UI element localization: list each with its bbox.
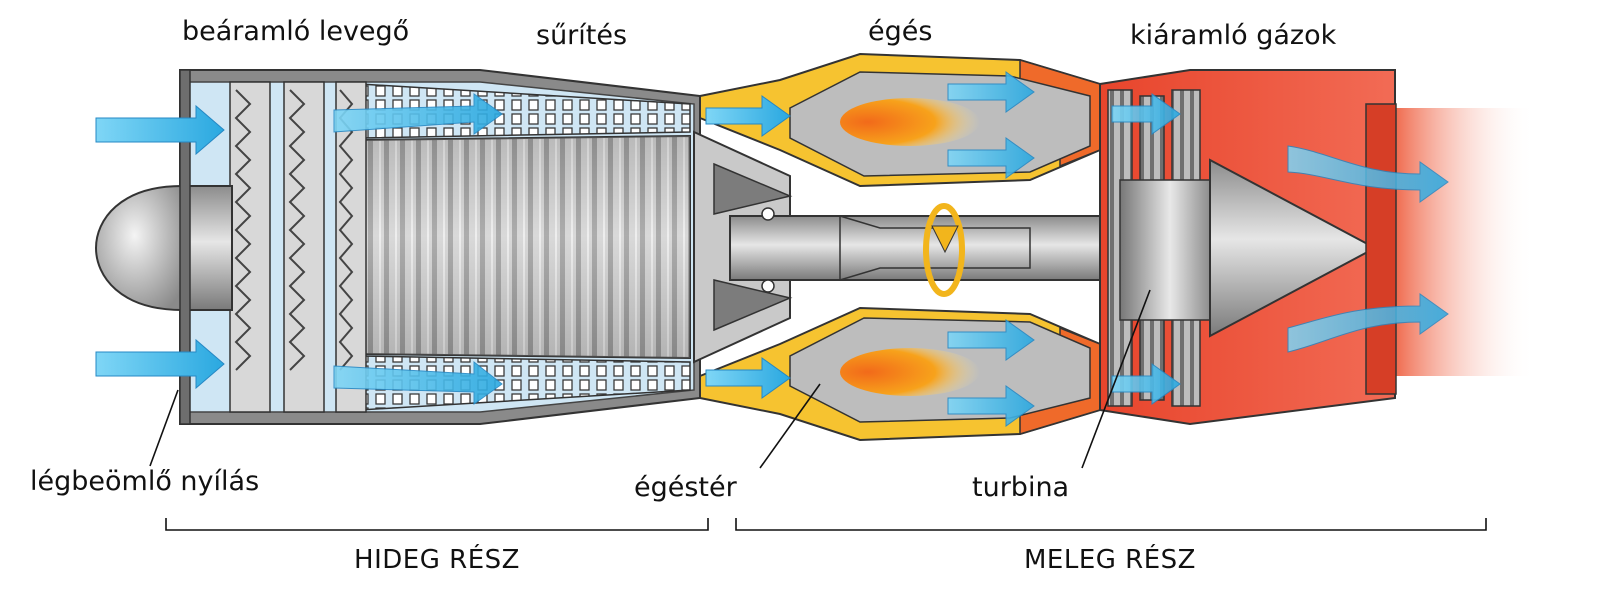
rotation-arrow-icon	[923, 203, 965, 297]
label-compression: sűrítés	[536, 20, 627, 51]
flow-arrow-compressor-top	[333, 93, 503, 135]
exhaust-cone	[1209, 158, 1378, 338]
flame-bottom	[840, 348, 980, 396]
flow-arrow-turbine-top	[1111, 93, 1181, 135]
flow-arrow-intake-top	[95, 104, 225, 156]
flow-arrow-intake-bottom	[95, 338, 225, 390]
label-combustion-chamber: égéstér	[634, 472, 738, 503]
fan-stages	[229, 81, 367, 413]
flow-arrow-diffuser-bottom	[705, 357, 791, 399]
label-turbine: turbina	[972, 472, 1069, 503]
label-cold-section: HIDEG RÉSZ	[354, 543, 520, 575]
label-air-intake: légbeömlő nyílás	[30, 466, 259, 497]
flow-arrow-exhaust-top	[1287, 145, 1449, 203]
bracket-hot-section	[735, 518, 1487, 531]
nozzle-lip	[1365, 103, 1397, 395]
flow-arrow-combustion-1	[947, 71, 1035, 113]
intake-lip	[179, 69, 191, 425]
label-hot-section: MELEG RÉSZ	[1024, 543, 1196, 575]
label-combustion: égés	[868, 16, 932, 47]
label-exhaust-gases: kiáramló gázok	[1130, 20, 1337, 51]
leader-turbine	[1081, 289, 1151, 469]
flow-arrow-compressor-bottom	[333, 360, 503, 405]
leader-combustion-chamber	[759, 383, 821, 469]
flow-arrow-combustion-4	[947, 385, 1035, 427]
flow-arrow-combustion-2	[947, 137, 1035, 179]
leader-air-intake	[149, 389, 179, 467]
flame-top	[840, 98, 980, 146]
compressor-drum-shade	[360, 136, 690, 358]
engine-body	[94, 52, 1535, 442]
bracket-cold-section	[165, 518, 709, 531]
flow-arrow-diffuser-top	[705, 95, 791, 137]
nose-cone	[94, 184, 183, 312]
air-flow-arrows	[95, 71, 1449, 427]
flow-arrow-turbine-bottom	[1111, 363, 1181, 405]
flow-arrow-exhaust-bottom	[1287, 293, 1449, 353]
label-inflow-air: beáramló levegő	[182, 16, 409, 47]
flow-arrow-combustion-3	[947, 319, 1035, 361]
exhaust-plume	[1395, 108, 1535, 376]
